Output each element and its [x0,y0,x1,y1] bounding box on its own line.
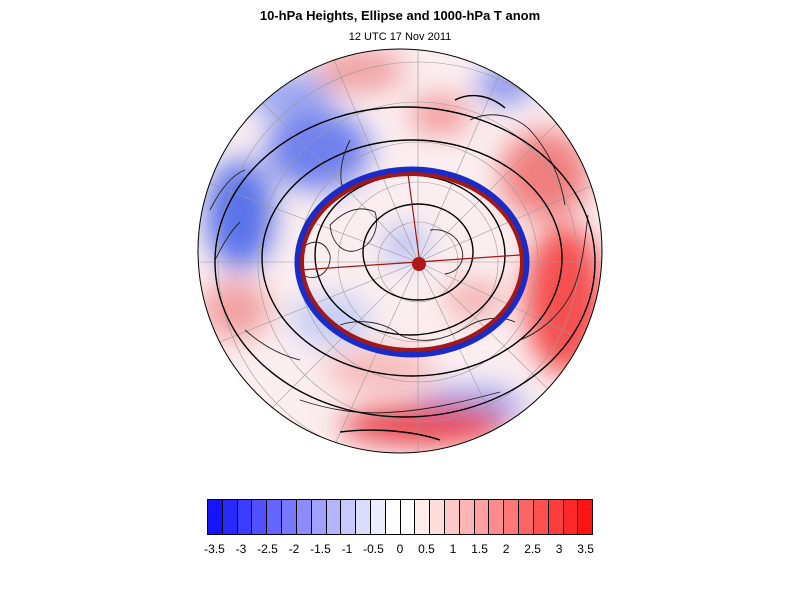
colorbar [207,499,593,535]
colorbar-swatch [237,500,253,534]
colorbar-label: 2.5 [524,542,541,556]
colorbar-swatch [370,500,386,534]
colorbar-swatch [311,500,327,534]
colorbar-swatch [356,500,371,534]
colorbar-swatch [489,500,505,534]
colorbar-swatch [548,500,564,534]
coastlines [209,114,589,414]
colorbar-swatch [296,500,312,534]
chart-title: 10-hPa Heights, Ellipse and 1000-hPa T a… [259,8,541,23]
colorbar-swatch [415,500,431,534]
colorbar-swatch [459,500,475,534]
colorbar-swatch [578,500,593,534]
colorbar-label: -3 [235,542,247,556]
colorbar-swatch [445,500,460,534]
chart-subtitle: 12 UTC 17 Nov 2011 [348,31,452,43]
colorbar-swatch [282,500,297,534]
colorbar-label: 2 [502,542,510,556]
colorbar-label: -0.5 [363,542,384,556]
colorbar-swatch [252,500,268,534]
colorbar-swatch [208,500,223,534]
colorbar-swatch [533,500,549,534]
colorbar-label: -2.5 [257,542,278,556]
colorbar-swatch [222,500,238,534]
colorbar-swatch [326,500,342,534]
colorbar-swatch [385,500,401,534]
colorbar-label: 0.5 [418,542,435,556]
colorbar-swatch [504,500,520,534]
colorbar-label: 3 [555,542,563,556]
height-contours [214,94,596,441]
colorbar-label: -1 [341,542,353,556]
colorbar-swatch [474,500,490,534]
ellipse-axes [299,173,521,271]
colorbar-swatch [519,500,534,534]
colorbar-label: 1 [449,542,457,556]
colorbar-label: 3.5 [577,542,594,556]
colorbar-swatch [430,500,445,534]
vortex-center-marker [412,257,426,271]
globe-boundary [197,48,603,454]
colorbar-swatch [400,500,416,534]
colorbar-label: -1.5 [310,542,331,556]
vortex-ellipse [300,172,524,352]
temperature-anomaly-field [198,49,602,453]
colorbar-label: 1.5 [471,542,488,556]
graticule [198,49,602,453]
colorbar-label: -3.5 [204,542,225,556]
colorbar-label: -2 [288,542,300,556]
colorbar-swatch [563,500,579,534]
ellipse-outline [294,166,530,358]
colorbar-swatch [267,500,283,534]
colorbar-swatch [341,500,357,534]
colorbar-label: 0 [396,542,404,556]
